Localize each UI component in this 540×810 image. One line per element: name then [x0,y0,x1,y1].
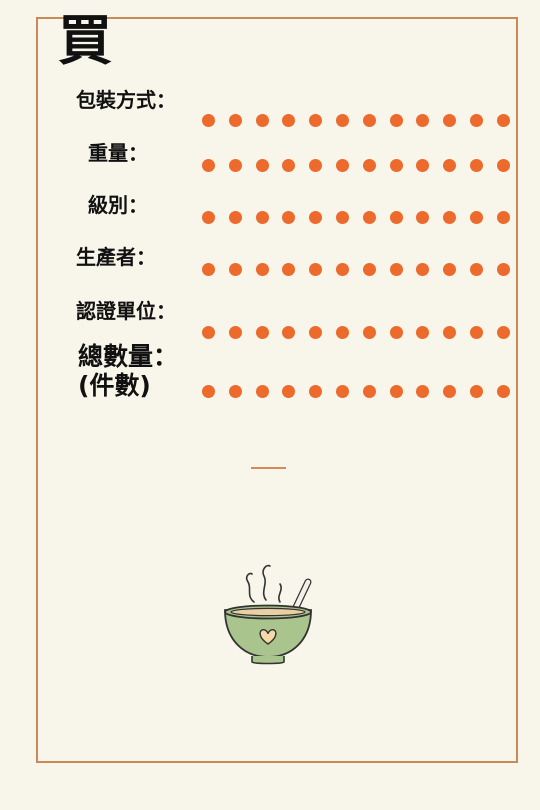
fill-dot [309,326,323,339]
fill-dot [336,326,349,339]
fill-dot [389,263,403,276]
fill-dot [362,114,376,127]
page-title: 買 [58,9,112,72]
fill-dot [282,211,296,224]
fill-dot [309,114,323,127]
card-border [36,17,518,763]
fill-dot [255,114,269,127]
fill-dot [362,326,376,339]
fill-dot [470,385,483,398]
divider [251,467,286,469]
fill-dot [443,385,457,398]
fill-dot [228,159,242,172]
fill-line-weight [202,159,518,173]
fill-dot [496,211,510,224]
fill-dot [282,159,296,172]
fill-dot [336,159,349,172]
label-total-quantity-unit: (件數) [78,370,151,400]
fill-dot [202,211,215,224]
label-producer: 生產者： [76,245,156,269]
fill-dot [309,385,323,398]
fill-dot [496,385,510,398]
fill-dot [336,385,349,398]
fill-dot [228,326,242,339]
fill-dot [336,263,349,276]
fill-dot [496,159,510,172]
label-packaging: 包裝方式： [76,88,176,112]
fill-dot [416,326,430,339]
fill-dot [496,263,510,276]
fill-dot [228,114,242,127]
soup-bowl-icon [216,560,320,670]
fill-dot [443,114,457,127]
fill-dot [416,159,430,172]
fill-dot [228,385,242,398]
fill-dot [202,159,215,172]
fill-dot [202,385,215,398]
fill-dot [470,211,483,224]
label-weight: 重量： [88,141,148,165]
fill-dot [362,263,376,276]
fill-dot [416,211,430,224]
fill-dot [362,159,376,172]
fill-dot [470,326,483,339]
fill-dot [309,263,323,276]
fill-dot [255,211,269,224]
fill-dot [228,211,242,224]
label-certifier: 認證單位： [76,299,176,323]
fill-dot [443,263,457,276]
fill-dot [443,326,457,339]
fill-dot [389,114,403,127]
fill-dot [282,114,296,127]
fill-dot [389,159,403,172]
fill-dot [282,385,296,398]
label-total-quantity: 總數量： (件數) [78,342,179,401]
fill-dot [336,211,349,224]
fill-dot [255,385,269,398]
fill-dot [202,263,215,276]
fill-dot [389,211,403,224]
fill-dot [255,159,269,172]
fill-line-grade [202,211,518,225]
fill-dot [202,114,215,127]
fill-dot [443,159,457,172]
fill-dot [443,211,457,224]
fill-dot [255,263,269,276]
fill-dot [496,326,510,339]
fill-dot [202,326,215,339]
fill-line-certifier [202,326,518,340]
fill-dot [255,326,269,339]
label-grade: 級別： [88,193,148,217]
fill-dot [389,326,403,339]
fill-line-packaging [202,114,518,128]
fill-line-producer [202,263,518,277]
fill-dot [496,114,510,127]
fill-dot [362,385,376,398]
fill-dot [389,385,403,398]
fill-dot [362,211,376,224]
fill-dot [470,159,483,172]
fill-dot [416,263,430,276]
fill-line-total-quantity [202,385,518,399]
fill-dot [336,114,349,127]
fill-dot [309,211,323,224]
fill-dot [309,159,323,172]
fill-dot [470,114,483,127]
fill-dot [282,326,296,339]
fill-dot [470,263,483,276]
fill-dot [282,263,296,276]
fill-dot [416,385,430,398]
fill-dot [416,114,430,127]
fill-dot [228,263,242,276]
label-total-quantity-main: 總數量： [78,342,179,371]
